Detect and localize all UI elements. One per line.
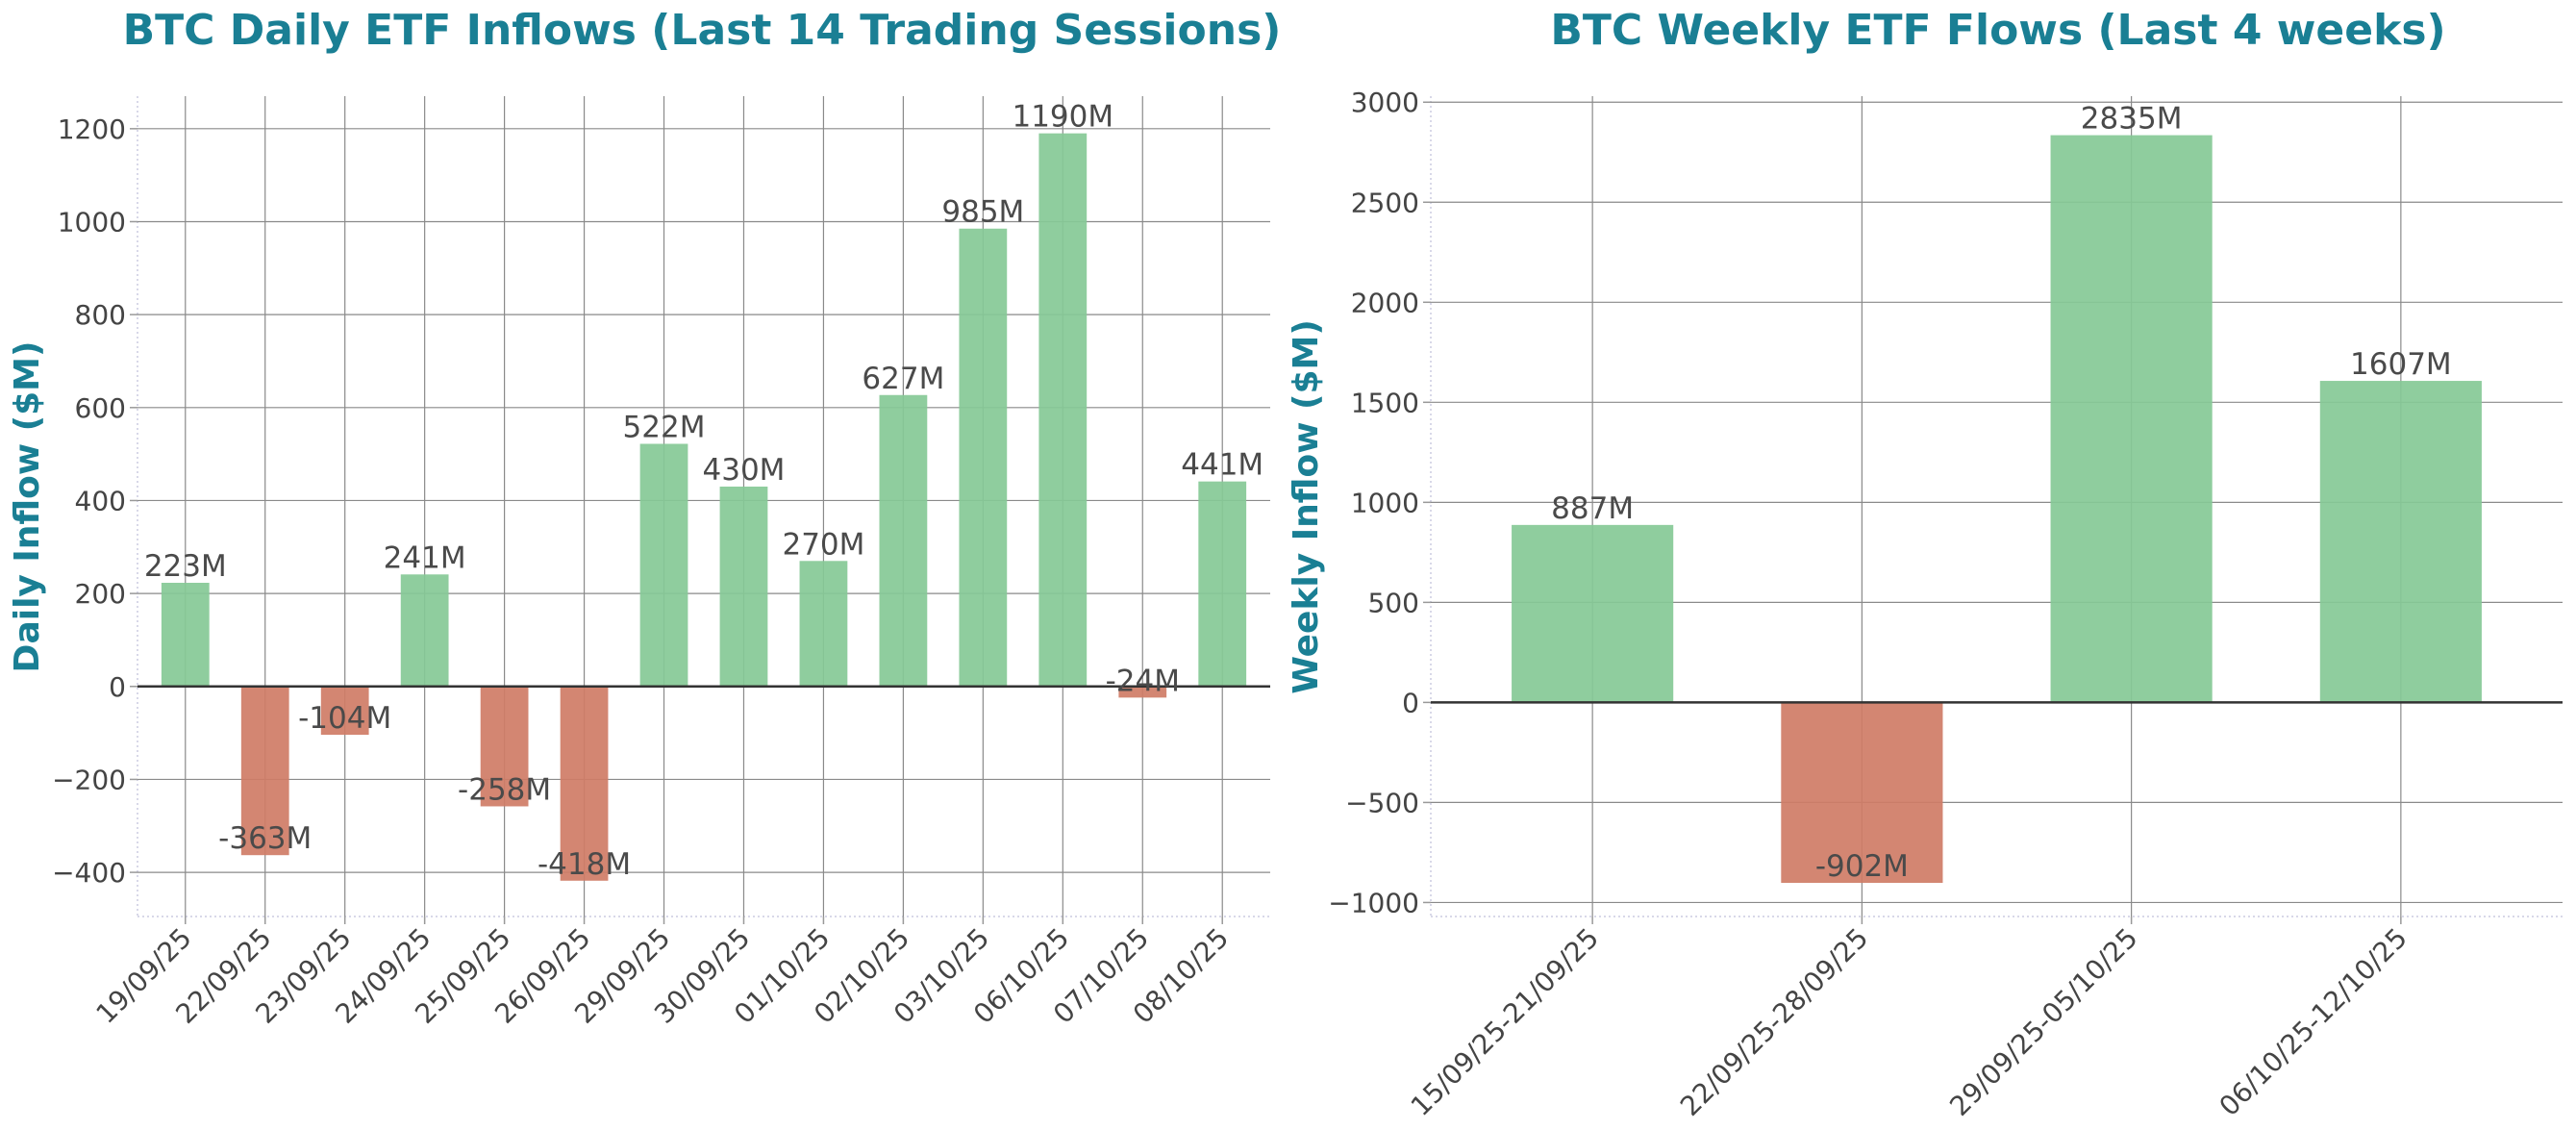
daily-data-label: 270M <box>782 527 864 562</box>
daily-data-label: 430M <box>703 453 786 488</box>
daily-ytick-label: −400 <box>52 857 126 889</box>
weekly-ytick-label: −1000 <box>1328 887 1419 918</box>
daily-data-label: -258M <box>458 772 551 807</box>
weekly-data-label: -902M <box>1815 849 1909 884</box>
weekly-data-label: 1607M <box>2350 347 2452 382</box>
daily-data-label: 241M <box>384 540 466 575</box>
weekly-chart: −1000 −500 0 500 1000 1500 2000 2500 3000 15/09/2… <box>1328 87 2563 1122</box>
daily-data-label: 223M <box>144 549 227 584</box>
daily-data-label: 1190M <box>1012 100 1113 135</box>
daily-bar <box>320 686 369 736</box>
weekly-ytick-label: 2500 <box>1351 187 1419 218</box>
daily-data-label: 985M <box>941 195 1024 230</box>
weekly-chart-ylabel: Weekly Inflow ($M) <box>1287 319 1326 694</box>
daily-bar <box>639 443 688 687</box>
daily-bar <box>240 686 289 856</box>
weekly-ytick-label: 500 <box>1368 587 1419 618</box>
daily-bar <box>719 486 768 687</box>
daily-bar <box>400 574 449 687</box>
daily-ytick-label: 400 <box>75 485 126 516</box>
daily-data-label: 627M <box>862 362 944 396</box>
weekly-chart-title: BTC Weekly ETF Flows (Last 4 weeks) <box>1550 6 2445 55</box>
weekly-bar <box>2319 381 2482 703</box>
daily-ytick-label: 1200 <box>58 113 126 145</box>
daily-data-label: -104M <box>298 701 391 736</box>
daily-data-label: 441M <box>1181 448 1263 483</box>
daily-chart: −400−20002004006008001000120019/09/2522/… <box>52 96 1270 1030</box>
weekly-ytick-label: 3000 <box>1351 87 1419 118</box>
daily-bar <box>1198 481 1247 687</box>
daily-bar <box>799 561 848 687</box>
daily-chart-ylabel: Daily Inflow ($M) <box>8 341 47 673</box>
weekly-bar <box>2050 135 2213 703</box>
daily-data-label: -418M <box>538 847 631 882</box>
weekly-ytick-label: −500 <box>1345 787 1419 818</box>
weekly-ytick-label: 1500 <box>1351 387 1419 418</box>
daily-bar <box>560 686 609 881</box>
daily-bar <box>161 583 210 687</box>
weekly-xtick-label: 15/09/25-21/09/25 <box>1405 922 1605 1122</box>
weekly-xtick-label: 06/10/25-12/10/25 <box>2213 922 2413 1122</box>
weekly-xtick-label: 22/09/25-28/09/25 <box>1674 922 1874 1122</box>
weekly-bar <box>1512 524 1674 703</box>
daily-ytick-label: 0 <box>109 671 126 703</box>
daily-ytick-label: 600 <box>75 392 126 424</box>
weekly-ytick-label: 2000 <box>1351 287 1419 318</box>
daily-bar <box>480 686 529 807</box>
daily-ytick-label: 800 <box>75 299 126 331</box>
daily-data-label: 522M <box>623 410 706 444</box>
daily-data-label: -363M <box>218 821 312 856</box>
daily-ytick-label: −200 <box>52 764 126 795</box>
weekly-data-label: 2835M <box>2081 102 2183 137</box>
weekly-ytick-label: 1000 <box>1351 487 1419 518</box>
daily-ytick-label: 200 <box>75 578 126 610</box>
daily-chart-title: BTC Daily ETF Inflows (Last 14 Trading S… <box>123 6 1282 55</box>
daily-bar <box>959 228 1008 687</box>
daily-bar <box>1118 686 1167 698</box>
weekly-ytick-label: 0 <box>1402 687 1419 718</box>
weekly-bar <box>1781 702 1943 884</box>
daily-data-label: -24M <box>1106 664 1180 698</box>
daily-ytick-label: 1000 <box>58 206 126 238</box>
weekly-xtick-label: 29/09/25-05/10/25 <box>1943 922 2143 1122</box>
daily-bar <box>879 394 928 687</box>
weekly-data-label: 887M <box>1551 491 1634 526</box>
daily-bar <box>1038 133 1088 687</box>
